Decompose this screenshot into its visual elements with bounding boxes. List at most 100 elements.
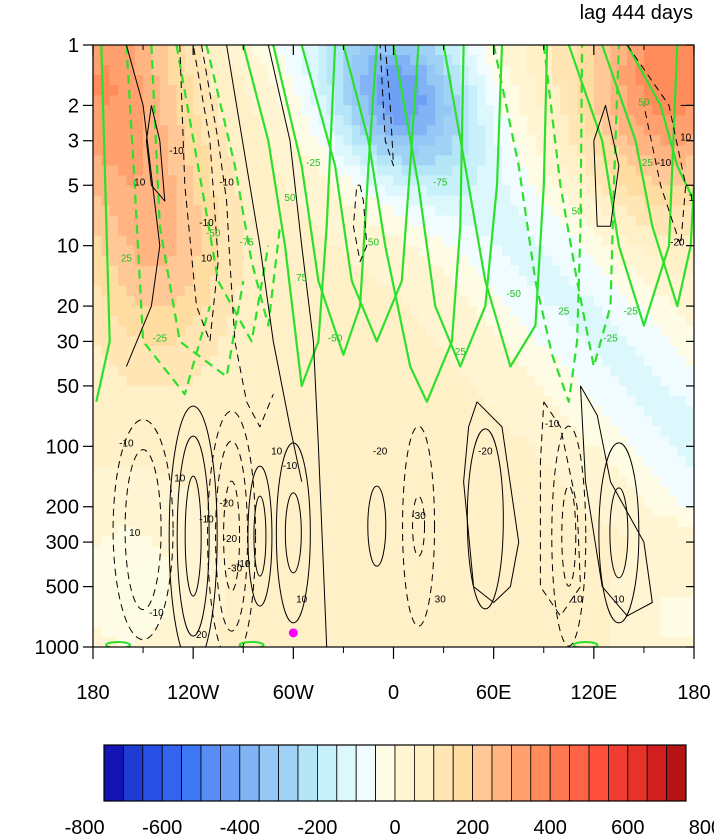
shade-cell bbox=[527, 245, 537, 257]
shade-cell bbox=[184, 546, 194, 558]
shade-cell bbox=[426, 636, 436, 647]
shade-cell bbox=[552, 175, 562, 187]
shade-cell bbox=[610, 335, 620, 347]
shade-cell bbox=[193, 315, 203, 327]
shade-cell bbox=[543, 616, 553, 628]
shade-cell bbox=[351, 616, 361, 628]
shade-cell bbox=[585, 366, 595, 377]
shade-cell bbox=[234, 356, 244, 367]
shade-cell bbox=[318, 426, 328, 437]
black-contour-negative bbox=[539, 401, 581, 617]
shade-cell bbox=[226, 586, 236, 598]
shade-cell bbox=[568, 406, 578, 417]
shade-cell bbox=[660, 386, 670, 397]
shade-cell bbox=[159, 616, 169, 628]
shade-cell bbox=[618, 496, 628, 508]
shade-cell bbox=[343, 165, 353, 177]
shade-cell bbox=[393, 466, 403, 478]
shade-cell bbox=[193, 95, 203, 106]
shade-cell bbox=[602, 566, 612, 578]
shade-cell bbox=[335, 115, 345, 126]
shade-cell bbox=[552, 315, 562, 327]
shade-cell bbox=[677, 576, 687, 588]
shade-cell bbox=[568, 396, 578, 407]
shade-cell bbox=[668, 315, 678, 327]
shade-cell bbox=[176, 45, 186, 56]
shade-cell bbox=[410, 556, 420, 568]
shade-cell bbox=[568, 546, 578, 558]
shade-cell bbox=[284, 486, 294, 498]
shade-cell bbox=[468, 516, 478, 528]
shade-cell bbox=[560, 426, 570, 437]
shade-cell bbox=[635, 566, 645, 578]
shade-cell bbox=[343, 636, 353, 647]
shade-cell bbox=[226, 426, 236, 437]
shade-cell bbox=[610, 366, 620, 377]
shade-cell bbox=[368, 55, 378, 66]
shade-cell bbox=[234, 335, 244, 347]
shade-cell bbox=[535, 85, 545, 96]
shade-cell bbox=[485, 165, 495, 177]
shade-cell bbox=[126, 496, 136, 508]
shade-cell bbox=[393, 265, 403, 277]
shade-cell bbox=[209, 616, 219, 628]
shade-cell bbox=[643, 546, 653, 558]
shade-cell bbox=[635, 195, 645, 207]
shade-cell bbox=[243, 366, 253, 377]
shade-cell bbox=[643, 115, 653, 126]
shade-cell bbox=[502, 275, 511, 287]
shade-cell bbox=[577, 376, 587, 387]
shade-cell bbox=[560, 636, 570, 647]
shade-cell bbox=[476, 245, 486, 257]
y-tick-label: 200 bbox=[46, 497, 79, 519]
shade-cell bbox=[518, 285, 528, 297]
shade-cell bbox=[376, 335, 386, 347]
green-contour-negative bbox=[150, 45, 245, 378]
shade-cell bbox=[301, 85, 311, 96]
shade-cell bbox=[577, 235, 587, 247]
shade-cell bbox=[401, 586, 411, 598]
shade-cell bbox=[552, 215, 562, 227]
shade-cell bbox=[93, 566, 102, 578]
shade-cell bbox=[360, 295, 370, 307]
shade-cell bbox=[184, 516, 194, 528]
shade-cell bbox=[301, 155, 311, 166]
shade-cell bbox=[243, 416, 253, 427]
shade-cell bbox=[435, 205, 445, 217]
shade-cell bbox=[493, 65, 503, 76]
shade-cell bbox=[543, 626, 553, 638]
shade-cell bbox=[643, 65, 653, 76]
shade-cell bbox=[93, 55, 102, 66]
shade-cell bbox=[134, 325, 144, 337]
shade-cell bbox=[243, 265, 253, 277]
shade-cell bbox=[93, 636, 102, 647]
shade-cell bbox=[552, 596, 562, 608]
shade-cell bbox=[560, 125, 570, 136]
shade-cell bbox=[101, 636, 111, 647]
shade-cell bbox=[468, 135, 478, 146]
shade-cell bbox=[618, 245, 628, 257]
shade-cell bbox=[226, 566, 236, 578]
shade-cell bbox=[134, 356, 144, 367]
shade-cell bbox=[460, 245, 470, 257]
shade-cell bbox=[643, 215, 653, 227]
shade-cell bbox=[143, 215, 153, 227]
shade-cell bbox=[660, 295, 670, 307]
shade-cell bbox=[310, 386, 319, 397]
shade-cell bbox=[310, 496, 319, 508]
shade-cell bbox=[385, 105, 395, 116]
shade-cell bbox=[143, 65, 153, 76]
shade-cell bbox=[318, 586, 328, 598]
shade-cell bbox=[577, 436, 587, 447]
y-tick-label: 50 bbox=[57, 376, 79, 398]
shade-cell bbox=[126, 446, 136, 457]
shade-cell bbox=[318, 325, 328, 337]
shade-cell bbox=[443, 426, 453, 437]
shade-cell bbox=[610, 436, 620, 447]
shade-cell bbox=[376, 546, 386, 558]
shade-cell bbox=[685, 596, 694, 608]
shade-cell bbox=[259, 335, 269, 347]
shade-cell bbox=[543, 155, 553, 166]
shade-cell bbox=[393, 526, 403, 538]
shade-cell bbox=[118, 526, 127, 538]
